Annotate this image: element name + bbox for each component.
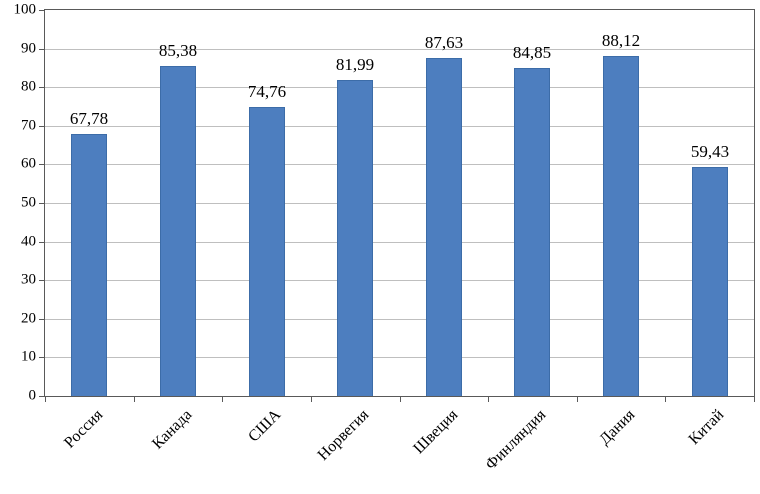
- bar: [426, 58, 462, 396]
- y-tick-label: 60: [21, 155, 36, 172]
- x-tick-mark: [665, 397, 666, 402]
- y-tick-label: 90: [21, 40, 36, 57]
- gridline: [45, 280, 754, 281]
- bar-value-label: 81,99: [335, 55, 375, 74]
- bar-value-label: 67,78: [69, 109, 109, 128]
- gridline: [45, 49, 754, 50]
- y-tick-label: 50: [21, 194, 36, 211]
- y-tick-mark: [39, 357, 44, 358]
- y-tick-label: 10: [21, 348, 36, 365]
- y-tick-mark: [39, 10, 44, 11]
- bar-value-label: 87,63: [424, 33, 464, 52]
- bar: [160, 66, 196, 396]
- x-tick-mark: [400, 397, 401, 402]
- x-category-label: Финляндия: [482, 406, 550, 474]
- gridline: [45, 319, 754, 320]
- x-category-label: Канада: [149, 406, 196, 453]
- x-category-label: США: [245, 406, 285, 446]
- gridline: [45, 87, 754, 88]
- y-tick-mark: [39, 49, 44, 50]
- x-category-label: Россия: [61, 406, 107, 452]
- y-tick-mark: [39, 280, 44, 281]
- gridline: [45, 203, 754, 204]
- bar-value-label: 74,76: [247, 82, 287, 101]
- y-tick-mark: [39, 319, 44, 320]
- y-tick-label: 30: [21, 271, 36, 288]
- bar: [603, 56, 639, 396]
- bar: [692, 167, 728, 396]
- x-tick-mark: [45, 397, 46, 402]
- bar-value-label: 59,43: [690, 142, 730, 161]
- x-tick-mark: [222, 397, 223, 402]
- gridline: [45, 126, 754, 127]
- x-tick-mark: [577, 397, 578, 402]
- y-tick-mark: [39, 164, 44, 165]
- y-tick-label: 20: [21, 310, 36, 327]
- x-tick-mark: [754, 397, 755, 402]
- x-category-label: Дания: [596, 406, 639, 449]
- y-tick-mark: [39, 242, 44, 243]
- x-category-label: Китай: [685, 406, 728, 449]
- x-tick-mark: [311, 397, 312, 402]
- x-tick-mark: [134, 397, 135, 402]
- gridline: [45, 242, 754, 243]
- bar: [337, 80, 373, 396]
- gridline: [45, 164, 754, 165]
- y-tick-label: 40: [21, 233, 36, 250]
- bar: [71, 134, 107, 396]
- plot-area: [44, 9, 755, 397]
- bar: [514, 68, 550, 396]
- x-category-label: Швеция: [410, 406, 462, 458]
- y-tick-label: 100: [13, 1, 37, 18]
- y-tick-mark: [39, 203, 44, 204]
- x-tick-mark: [488, 397, 489, 402]
- y-tick-mark: [39, 87, 44, 88]
- x-category-label: Норвегия: [314, 406, 373, 464]
- gridline: [45, 357, 754, 358]
- bar-value-label: 88,12: [601, 31, 641, 50]
- bar-value-label: 85,38: [158, 41, 198, 60]
- bar: [249, 107, 285, 396]
- y-tick-label: 80: [21, 78, 36, 95]
- y-tick-mark: [39, 126, 44, 127]
- y-tick-label: 0: [28, 387, 37, 404]
- y-tick-mark: [39, 396, 44, 397]
- bar-value-label: 84,85: [512, 43, 552, 62]
- y-tick-label: 70: [21, 117, 36, 134]
